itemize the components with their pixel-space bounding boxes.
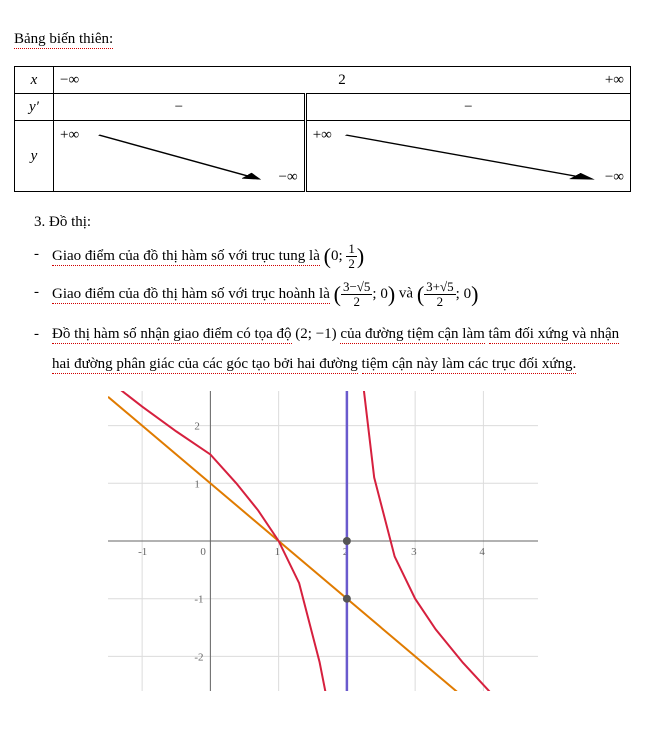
b1-yn: 1	[346, 242, 357, 257]
b2-p2: (3+√52; 0)	[417, 286, 479, 302]
b1-x: 0	[331, 248, 339, 264]
x-pos-inf: +∞	[379, 67, 631, 94]
b3-l3: tiệm cận này làm các trục đối xứng.	[362, 356, 577, 374]
y-right-bottom: −∞	[605, 165, 624, 189]
b2-p1n: 3−√5	[341, 280, 372, 295]
svg-text:-2: -2	[194, 651, 203, 663]
bullet-list: Giao điểm của đồ thị hàm số với trục tun…	[14, 242, 631, 379]
b3-l1a: Đồ thị hàm số nhận giao điểm có tọa độ	[52, 326, 292, 344]
y-left-bottom: −∞	[279, 165, 298, 189]
svg-text:1: 1	[274, 546, 280, 558]
b2-p2n: 3+√5	[424, 280, 455, 295]
y-left-cell: +∞ −∞	[54, 121, 306, 192]
row-yprime: y′ − −	[15, 94, 631, 121]
variation-table: x −∞ 2 +∞ y′ − − y +∞ −∞ +∞ −∞	[14, 66, 631, 192]
yprime-left: −	[54, 94, 306, 121]
x-neg-inf: −∞	[54, 67, 306, 94]
b2-p1y: 0	[380, 286, 388, 302]
svg-text:-1: -1	[138, 546, 147, 558]
function-graph: -101234-2-112	[108, 391, 538, 691]
svg-text:0: 0	[200, 546, 206, 558]
arrow-right	[307, 121, 630, 191]
b2-p2y: 0	[464, 286, 472, 302]
y-right-cell: +∞ −∞	[305, 121, 630, 192]
bullet-1: Giao điểm của đồ thị hàm số với trục tun…	[34, 242, 631, 270]
b3-l1b: của đường tiệm cận làm	[340, 326, 484, 344]
bullet-3: Đồ thị hàm số nhận giao điểm có tọa độ (…	[34, 319, 631, 379]
b2-and: và	[399, 286, 413, 302]
yprime-right: −	[305, 94, 630, 121]
b2-p2d: 2	[424, 295, 455, 309]
svg-text:1: 1	[194, 478, 200, 490]
b3-pt: (2; −1)	[295, 326, 336, 342]
svg-text:4: 4	[479, 546, 485, 558]
bullet-2: Giao điểm của đồ thị hàm số với trục hoà…	[34, 280, 631, 308]
x-mid: 2	[305, 67, 379, 94]
b2-p1d: 2	[341, 295, 372, 309]
svg-text:-1: -1	[194, 593, 203, 605]
section-3-label: 3. Đồ thị:	[34, 210, 631, 234]
b1-yd: 2	[346, 257, 357, 271]
b2-p1: (3−√52; 0)	[334, 286, 399, 302]
svg-text:2: 2	[194, 420, 200, 432]
b1-point: (0; 12)	[324, 248, 365, 264]
row-y: y +∞ −∞ +∞ −∞	[15, 121, 631, 192]
row-x: x −∞ 2 +∞	[15, 67, 631, 94]
title-text: Bảng biến thiên:	[14, 31, 113, 49]
arrow-left	[54, 121, 304, 191]
label-x: x	[15, 67, 54, 94]
svg-text:3: 3	[411, 546, 417, 558]
label-y: y	[15, 121, 54, 192]
graph-container: -101234-2-112	[14, 391, 631, 699]
b2-prefix: Giao điểm của đồ thị hàm số với trục hoà…	[52, 286, 330, 304]
label-yprime: y′	[15, 94, 54, 121]
b1-prefix: Giao điểm của đồ thị hàm số với trục tun…	[52, 248, 320, 266]
section-title: Bảng biến thiên:	[14, 27, 631, 51]
